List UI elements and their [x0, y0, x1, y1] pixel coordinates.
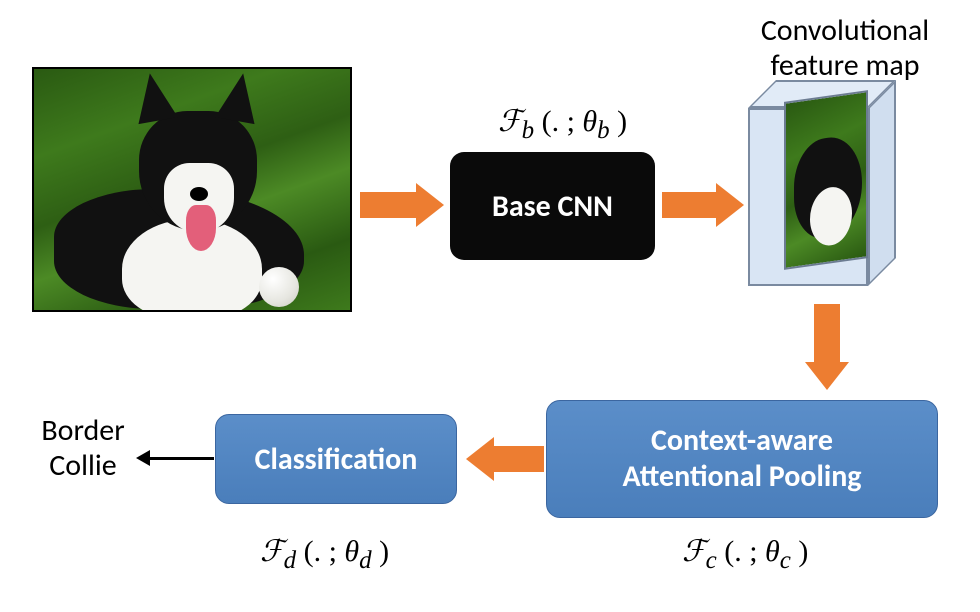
formula-classification: ℱd (. ; θd )	[260, 534, 389, 575]
base-cnn-label: Base CNN	[492, 188, 613, 225]
dog-tongue	[186, 205, 216, 251]
formula-cap: ℱc (. ; θc )	[682, 534, 808, 575]
input-image	[32, 67, 352, 312]
cube-slice	[784, 90, 868, 270]
dog-ear-right	[215, 70, 263, 124]
cap-box: Context-awareAttentional Pooling	[546, 400, 938, 518]
dog-nose	[190, 187, 208, 201]
output-label: BorderCollie	[28, 414, 138, 483]
cap-label: Context-awareAttentional Pooling	[622, 423, 861, 495]
feature-map-title: Convolutionalfeature map	[730, 14, 960, 83]
feature-map-cube	[748, 108, 918, 308]
classification-box: Classification	[215, 414, 457, 504]
cube-side	[868, 80, 896, 286]
formula-base-cnn: ℱb (. ; θb )	[498, 104, 627, 145]
ball	[259, 267, 299, 307]
base-cnn-box: Base CNN	[450, 152, 655, 260]
dog-ear-left	[130, 70, 178, 124]
classification-label: Classification	[255, 441, 418, 478]
